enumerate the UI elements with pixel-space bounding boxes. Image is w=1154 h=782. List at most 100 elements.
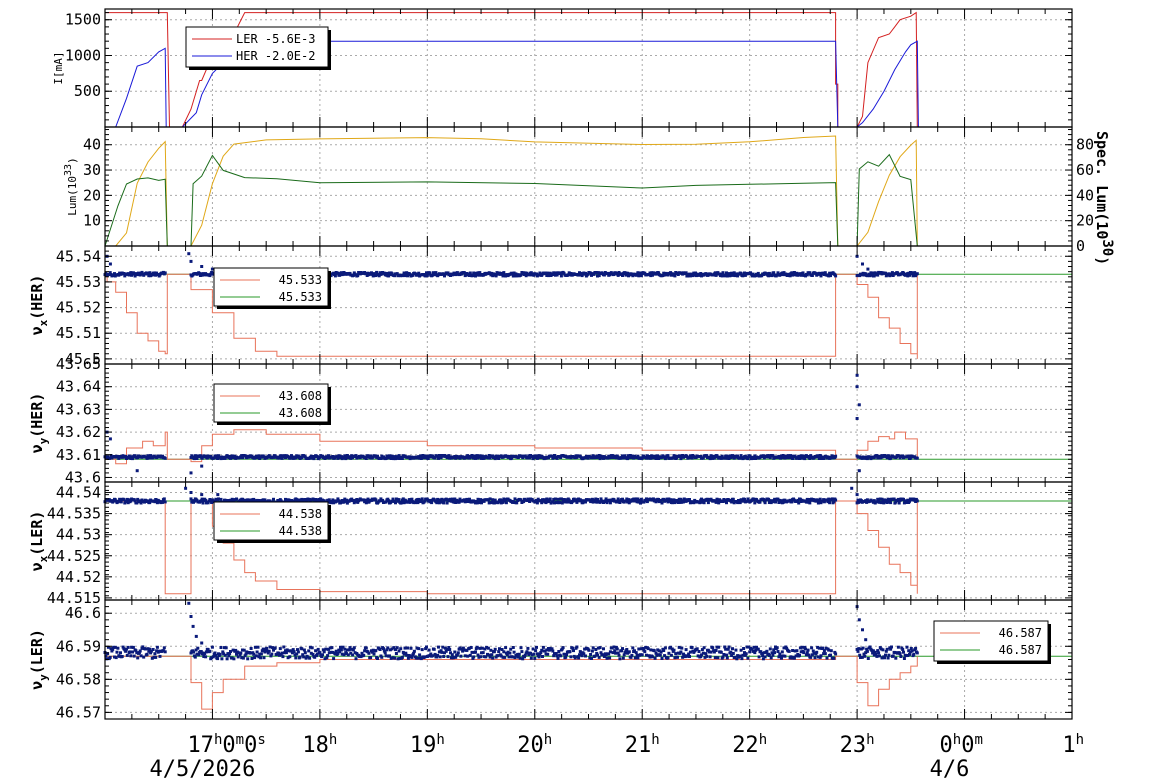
tune-point [266, 651, 270, 655]
tune-point [423, 655, 427, 659]
tune-point [825, 656, 829, 660]
tune-point [341, 272, 345, 276]
tune-point [629, 454, 633, 458]
tune-point [554, 652, 558, 655]
tune-point [476, 271, 480, 275]
tune-point [652, 649, 656, 653]
tune-point [679, 497, 683, 501]
legend-label: 45.533 [279, 273, 322, 287]
tune-point [797, 454, 801, 458]
tune-point [477, 273, 481, 277]
tune-point [469, 455, 473, 459]
tune-point [616, 497, 620, 501]
tune-point [117, 456, 121, 460]
tune-point [828, 271, 832, 275]
tune-point [543, 649, 547, 653]
tune-point [888, 274, 892, 278]
tune-point [682, 497, 686, 501]
tune-point [690, 646, 694, 649]
y2tick-label: 80 [1076, 136, 1094, 154]
tune-point [756, 647, 760, 651]
tune-point [476, 653, 480, 657]
tune-point [136, 656, 140, 660]
tune-point [801, 271, 805, 275]
tune-point [395, 497, 399, 501]
tune-point [343, 647, 347, 651]
tune-point [535, 652, 539, 656]
tune-point [219, 457, 223, 461]
tune-point [189, 491, 193, 494]
tune-point [468, 646, 471, 650]
tune-point [125, 500, 128, 504]
tune-point [822, 500, 826, 504]
ytick-label: 45.54 [56, 247, 101, 265]
tune-point [364, 646, 368, 650]
tune-point [283, 454, 287, 458]
tune-point [386, 646, 390, 650]
tune-point [894, 656, 898, 660]
tune-point [712, 454, 716, 458]
tune-point [832, 500, 836, 504]
tune-point [333, 652, 337, 656]
tune-point [108, 271, 112, 275]
tune-point [456, 651, 460, 655]
tune-point [666, 454, 670, 458]
tune-point [491, 498, 495, 502]
tune-point [896, 651, 899, 655]
tune-point [243, 654, 247, 658]
tune-point [306, 655, 310, 659]
tune-point [436, 454, 440, 458]
tune-point [501, 655, 505, 659]
tune-point [336, 271, 340, 275]
tune-point [330, 646, 334, 650]
tune-point [366, 497, 370, 501]
xtick-label: 18h [302, 732, 337, 758]
tune-point [781, 501, 785, 504]
tune-point [116, 455, 120, 458]
tune-point [583, 647, 587, 651]
ytick-label: 45.51 [56, 324, 101, 342]
tune-point [623, 454, 627, 458]
legend-box [213, 267, 329, 307]
tune-point [649, 456, 653, 460]
tune-point [504, 501, 508, 505]
tune-point [438, 498, 442, 502]
tune-point [639, 501, 642, 505]
tune-point [781, 273, 785, 277]
tune-point [752, 498, 756, 502]
tune-point [879, 647, 883, 651]
tune-point [350, 454, 354, 458]
tune-point [750, 647, 754, 651]
tune-point [249, 647, 253, 650]
tune-point [527, 454, 531, 458]
tune-point [714, 649, 718, 652]
tune-point [589, 653, 593, 656]
tune-point [720, 454, 724, 458]
tune-point [294, 656, 298, 660]
tune-point [579, 499, 583, 503]
tune-point [468, 274, 471, 277]
tune-point [639, 271, 642, 275]
tune-point [578, 653, 581, 657]
tune-point [491, 274, 495, 278]
tune-point [832, 656, 836, 660]
tune-point [690, 456, 694, 460]
tune-point [712, 650, 716, 654]
tune-point [577, 656, 581, 660]
tune-point [125, 497, 129, 501]
tune-point [537, 273, 541, 277]
tune-point [682, 500, 685, 504]
tune-point [519, 273, 523, 277]
tune-point [187, 601, 191, 605]
tune-point [632, 456, 636, 460]
tune-point [436, 653, 440, 657]
tune-point [163, 456, 167, 460]
tune-point [631, 454, 635, 458]
tune-point [806, 648, 810, 652]
tune-point [706, 497, 709, 501]
tune-point [822, 498, 826, 502]
tune-point [855, 501, 859, 505]
tune-point [437, 650, 441, 654]
tune-point [501, 500, 505, 504]
tune-point [289, 456, 293, 460]
